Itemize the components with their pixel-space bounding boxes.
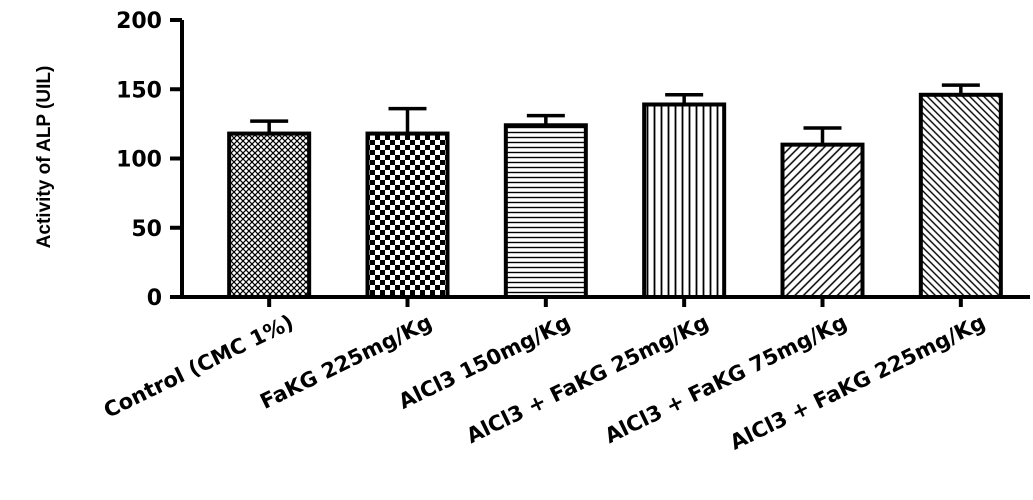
y-tick-label: 0 [147,286,162,311]
bar [365,131,450,299]
x-tick-label: AlCl3 + FaKG 25mg/Kg [463,310,713,448]
x-tick-label: AlCl3 + FaKG 75mg/Kg [601,310,851,448]
y-tick-label: 150 [116,78,162,103]
bar [642,102,727,299]
bars [227,83,1003,300]
y-tick-label: 50 [131,217,162,242]
bar [227,131,312,299]
bar [918,92,1003,300]
bar [780,142,865,299]
y-tick-label: 200 [116,9,162,34]
y-tick-label: 100 [116,148,162,173]
y-axis: 0 50 100 150 200 [116,9,184,311]
x-tick-label: AlCl3 + FaKG 225mg/Kg [726,310,989,455]
y-axis-title: Activity of ALP (UIL) [34,66,55,249]
bar [503,123,588,300]
